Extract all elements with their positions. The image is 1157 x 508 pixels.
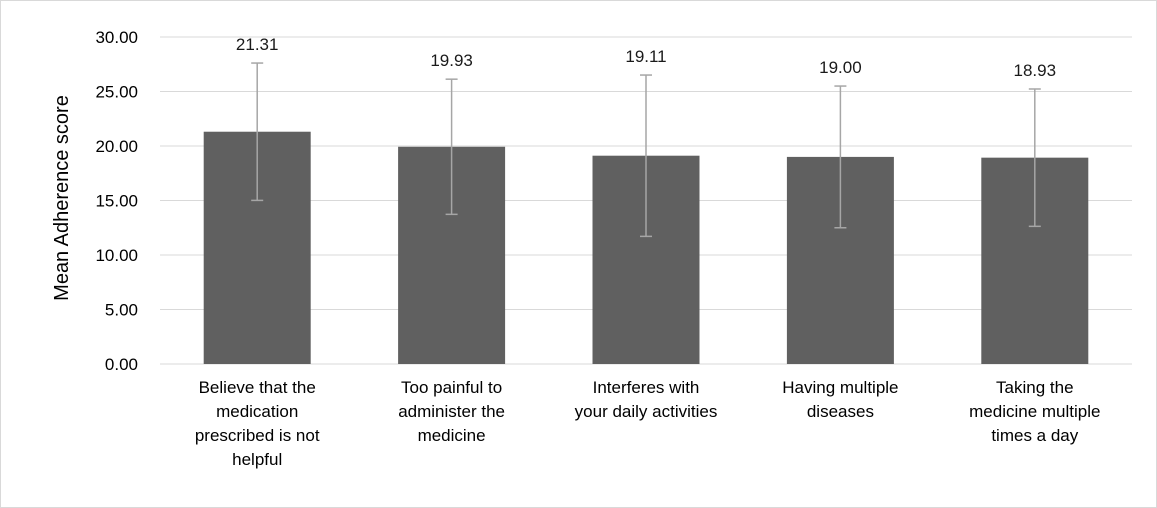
data-label: 19.00 [819, 58, 862, 77]
y-tick-label: 15.00 [95, 192, 138, 211]
data-labels: 21.31 19.93 19.11 19.00 18.93 [236, 35, 1056, 80]
category-label: Having multiple diseases [782, 378, 898, 421]
category-label-line: medication [216, 402, 298, 421]
category-label: Too painful to administer the medicine [398, 378, 505, 445]
error-bar [251, 62, 264, 202]
category-label-line: medicine multiple [969, 402, 1100, 421]
data-label: 21.31 [236, 35, 279, 54]
category-label-line: Believe that the [199, 378, 316, 397]
category-label-line: prescribed is not [195, 426, 320, 445]
error-bar [834, 85, 847, 229]
error-bar [640, 74, 652, 238]
category-label: Taking the medicine multiple times a day [969, 378, 1100, 445]
category-label-line: diseases [807, 402, 874, 421]
category-label-line: Taking the [996, 378, 1074, 397]
category-label: Believe that the medication prescribed is … [195, 378, 320, 469]
error-bar [445, 78, 458, 216]
error-bars [251, 62, 1041, 238]
y-tick-label: 10.00 [95, 246, 138, 265]
category-label-line: Interferes with [593, 378, 700, 397]
y-axis-ticks: 0.00 5.00 10.00 15.00 20.00 25.00 30.00 [95, 28, 138, 374]
category-label-line: your daily activities [575, 402, 718, 421]
category-label-line: times a day [991, 426, 1078, 445]
y-tick-label: 30.00 [95, 28, 138, 47]
y-tick-label: 25.00 [95, 83, 138, 102]
y-tick-label: 5.00 [105, 301, 138, 320]
x-axis-categories: Believe that the medication prescribed is … [195, 378, 1101, 469]
category-label-line: helpful [232, 450, 282, 469]
data-label: 19.93 [430, 51, 473, 70]
y-axis-title: Mean Adherence score [51, 95, 73, 301]
category-label-line: administer the [398, 402, 505, 421]
data-label: 18.93 [1014, 61, 1057, 80]
category-label: Interferes with your daily activities [575, 378, 718, 421]
category-label-line: medicine [418, 426, 486, 445]
category-label-line: Too painful to [401, 378, 502, 397]
y-tick-label: 20.00 [95, 137, 138, 156]
category-label-line: Having multiple [782, 378, 898, 397]
data-label: 19.11 [625, 47, 666, 66]
y-tick-label: 0.00 [105, 355, 138, 374]
error-bar [1028, 88, 1041, 228]
